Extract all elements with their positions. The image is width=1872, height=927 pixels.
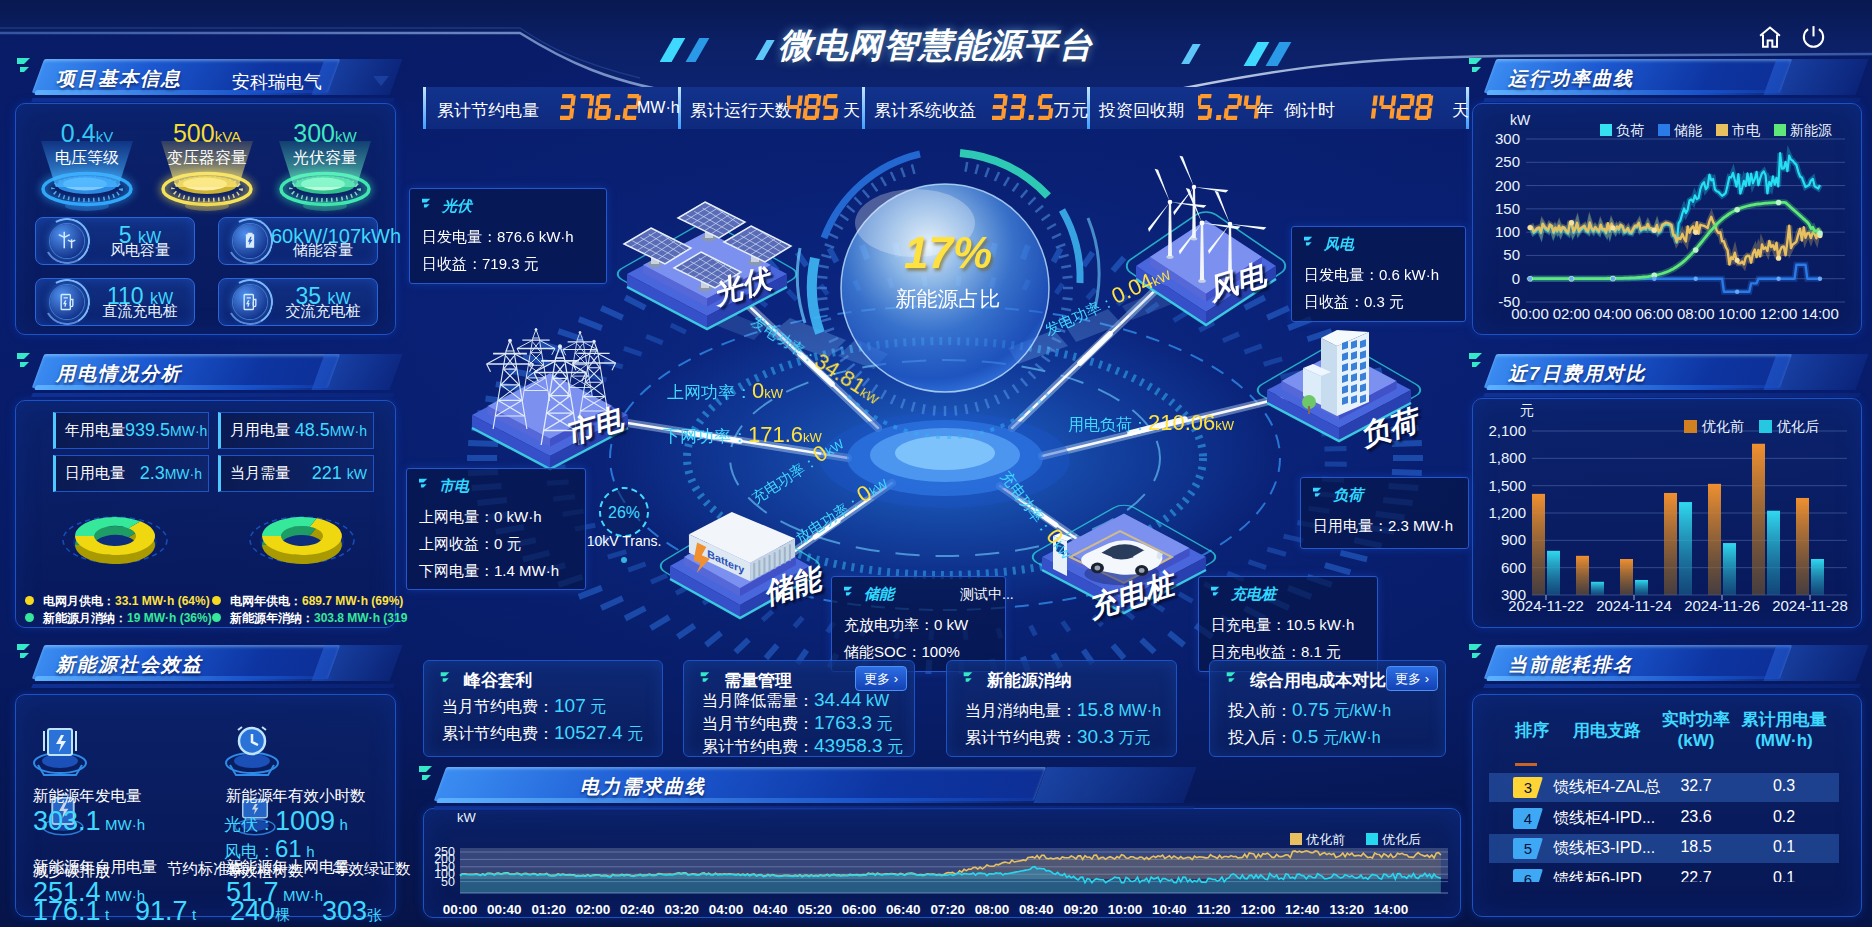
svg-text:02:40: 02:40 <box>620 902 655 917</box>
svg-text:市电: 市电 <box>1732 122 1760 138</box>
svg-text:优化后: 优化后 <box>1776 418 1819 434</box>
svg-text:1,500: 1,500 <box>1488 477 1526 494</box>
svg-text:12:00: 12:00 <box>1241 902 1276 917</box>
svg-text:元: 元 <box>1520 402 1534 418</box>
svg-text:150: 150 <box>1495 200 1520 217</box>
svg-text:1,800: 1,800 <box>1488 449 1526 466</box>
svg-text:08:00: 08:00 <box>1677 305 1715 322</box>
svg-text:02:00: 02:00 <box>1553 305 1591 322</box>
svg-text:10:00: 10:00 <box>1718 305 1756 322</box>
svg-text:06:00: 06:00 <box>1636 305 1674 322</box>
svg-text:300: 300 <box>1495 130 1520 147</box>
svg-text:04:00: 04:00 <box>1594 305 1632 322</box>
svg-text:06:00: 06:00 <box>842 902 877 917</box>
svg-text:新能源: 新能源 <box>1790 122 1832 138</box>
svg-text:100: 100 <box>1495 223 1520 240</box>
svg-text:优化前: 优化前 <box>1701 418 1744 434</box>
svg-text:2024-11-24: 2024-11-24 <box>1596 597 1672 614</box>
svg-text:2024-11-28: 2024-11-28 <box>1772 597 1848 614</box>
svg-text:07:20: 07:20 <box>930 902 965 917</box>
svg-text:13:20: 13:20 <box>1329 902 1364 917</box>
svg-text:kW: kW <box>1510 112 1531 128</box>
svg-text:00:00: 00:00 <box>443 902 478 917</box>
svg-text:优化后: 优化后 <box>1381 832 1421 847</box>
svg-text:02:00: 02:00 <box>576 902 611 917</box>
svg-text:优化前: 优化前 <box>1305 832 1345 847</box>
svg-text:06:40: 06:40 <box>886 902 921 917</box>
svg-text:900: 900 <box>1501 531 1526 548</box>
svg-text:2024-11-22: 2024-11-22 <box>1508 597 1584 614</box>
svg-text:50: 50 <box>441 875 455 889</box>
svg-text:14:00: 14:00 <box>1801 305 1839 322</box>
svg-text:负荷: 负荷 <box>1616 122 1644 138</box>
svg-text:09:20: 09:20 <box>1063 902 1098 917</box>
svg-text:12:00: 12:00 <box>1760 305 1798 322</box>
svg-text:kW: kW <box>457 810 477 825</box>
svg-text:04:40: 04:40 <box>753 902 788 917</box>
svg-text:08:40: 08:40 <box>1019 902 1054 917</box>
svg-text:00:40: 00:40 <box>487 902 522 917</box>
svg-text:04:00: 04:00 <box>709 902 744 917</box>
svg-text:0: 0 <box>1512 270 1520 287</box>
svg-text:11:20: 11:20 <box>1197 902 1231 917</box>
svg-text:12:40: 12:40 <box>1285 902 1320 917</box>
svg-text:17%: 17% <box>904 228 992 277</box>
svg-text:1,200: 1,200 <box>1488 504 1526 521</box>
svg-text:14:00: 14:00 <box>1374 902 1409 917</box>
svg-text:储能: 储能 <box>1673 122 1702 138</box>
svg-text:10kV Trans.: 10kV Trans. <box>587 533 662 549</box>
svg-text:10:00: 10:00 <box>1108 902 1143 917</box>
svg-text:200: 200 <box>1495 177 1520 194</box>
svg-text:10:40: 10:40 <box>1152 902 1187 917</box>
svg-text:03:20: 03:20 <box>664 902 699 917</box>
svg-text:00:00: 00:00 <box>1511 305 1549 322</box>
svg-text:26%: 26% <box>608 504 640 521</box>
svg-text:05:20: 05:20 <box>797 902 832 917</box>
svg-text:2,100: 2,100 <box>1488 422 1526 439</box>
svg-text:新能源占比: 新能源占比 <box>896 287 1001 310</box>
svg-text:50: 50 <box>1503 246 1520 263</box>
svg-text:600: 600 <box>1501 559 1526 576</box>
svg-text:2024-11-26: 2024-11-26 <box>1684 597 1760 614</box>
svg-text:250: 250 <box>1495 153 1520 170</box>
svg-text:08:00: 08:00 <box>975 902 1010 917</box>
svg-text:01:20: 01:20 <box>531 902 566 917</box>
